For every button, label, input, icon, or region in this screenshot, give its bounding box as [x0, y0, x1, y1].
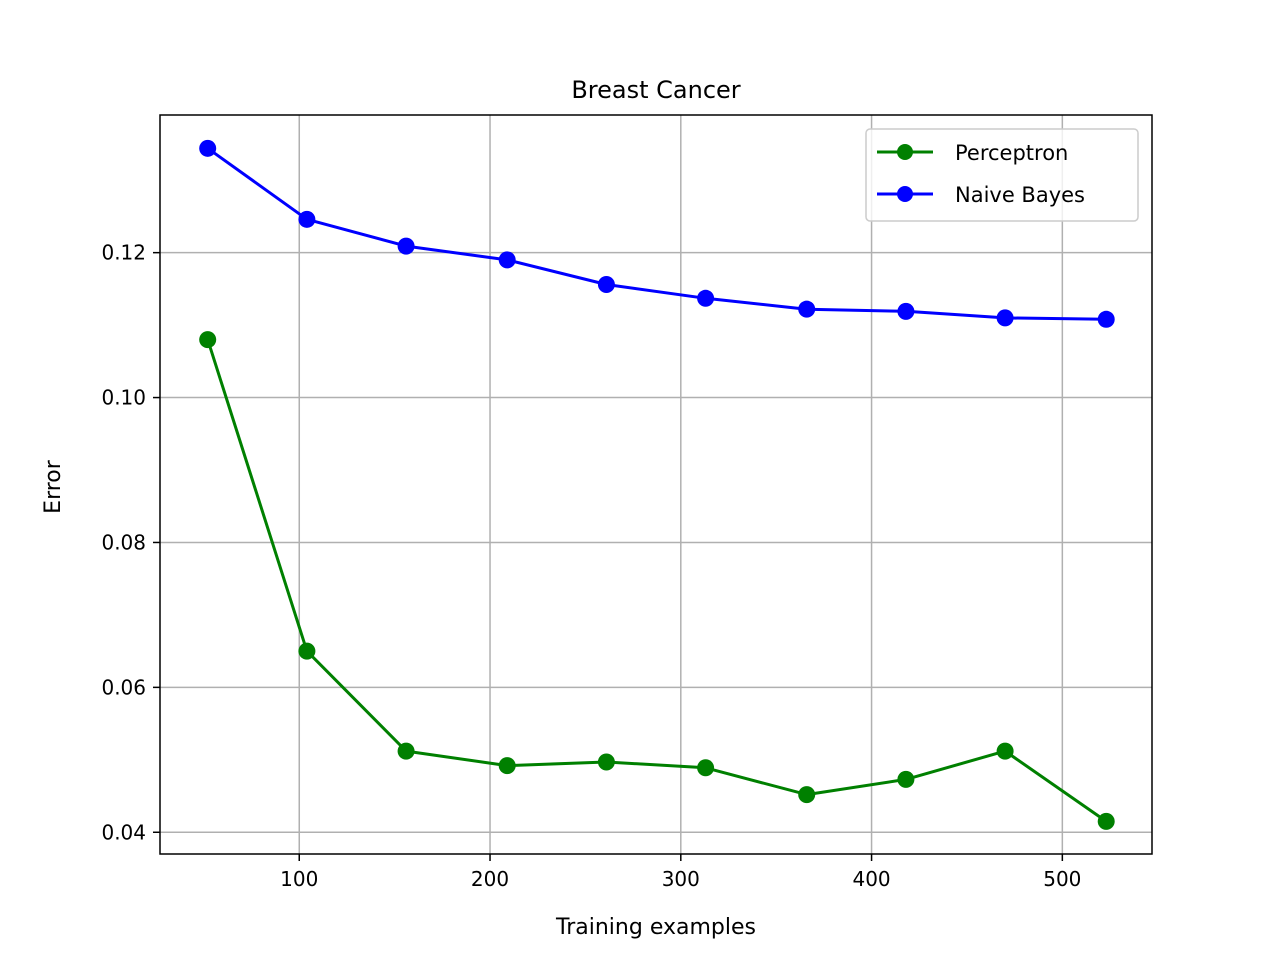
data-point-naive-bayes — [697, 289, 715, 307]
y-tick-label: 0.06 — [101, 675, 146, 699]
legend-label-perceptron: Perceptron — [955, 141, 1068, 165]
data-point-perceptron — [697, 759, 715, 777]
x-axis-label: Training examples — [555, 915, 756, 940]
series-lines — [199, 139, 1115, 830]
x-tick-label: 500 — [1043, 867, 1081, 891]
legend-box — [865, 128, 1139, 222]
x-tick-label: 200 — [471, 867, 509, 891]
data-point-naive-bayes — [298, 210, 316, 228]
legend: Perceptron Naive Bayes — [865, 128, 1139, 222]
x-tick-label: 300 — [662, 867, 700, 891]
x-tick-label: 100 — [280, 867, 318, 891]
data-point-naive-bayes — [498, 251, 516, 269]
data-point-perceptron — [298, 642, 316, 660]
legend-marker-naive-bayes — [897, 186, 913, 202]
data-point-naive-bayes — [996, 309, 1014, 327]
data-point-naive-bayes — [798, 300, 816, 318]
plot-frame — [159, 114, 1153, 855]
chart-title: Breast Cancer — [571, 76, 740, 104]
legend-marker-perceptron — [897, 144, 913, 160]
legend-label-naive-bayes: Naive Bayes — [955, 183, 1085, 207]
data-point-naive-bayes — [597, 276, 615, 294]
data-point-perceptron — [798, 786, 816, 804]
data-point-perceptron — [498, 757, 516, 775]
series-line-perceptron — [206, 339, 1108, 823]
y-tick-label: 0.04 — [101, 820, 146, 844]
x-tick-label: 400 — [852, 867, 890, 891]
data-point-perceptron — [996, 742, 1014, 760]
data-point-perceptron — [897, 770, 915, 788]
data-point-perceptron — [597, 753, 615, 771]
y-tick-label: 0.10 — [101, 386, 146, 410]
y-tick-label: 0.08 — [101, 530, 146, 554]
grid — [160, 115, 1152, 854]
series-line-naive-bayes — [206, 147, 1107, 321]
data-point-perceptron — [199, 331, 217, 349]
series-naive-bayes — [199, 139, 1115, 328]
data-point-naive-bayes — [199, 139, 217, 157]
y-tick-label: 0.12 — [101, 241, 146, 265]
data-point-naive-bayes — [397, 237, 415, 255]
data-point-naive-bayes — [1097, 310, 1115, 328]
series-perceptron — [199, 331, 1115, 830]
y-axis-label: Error — [41, 459, 66, 514]
axis-ticks: 100 200 300 400 500 0.04 0.06 0.08 0.10 0.12 — [101, 241, 1081, 891]
data-point-naive-bayes — [897, 302, 915, 320]
data-point-perceptron — [397, 742, 415, 760]
data-point-perceptron — [1097, 812, 1115, 830]
